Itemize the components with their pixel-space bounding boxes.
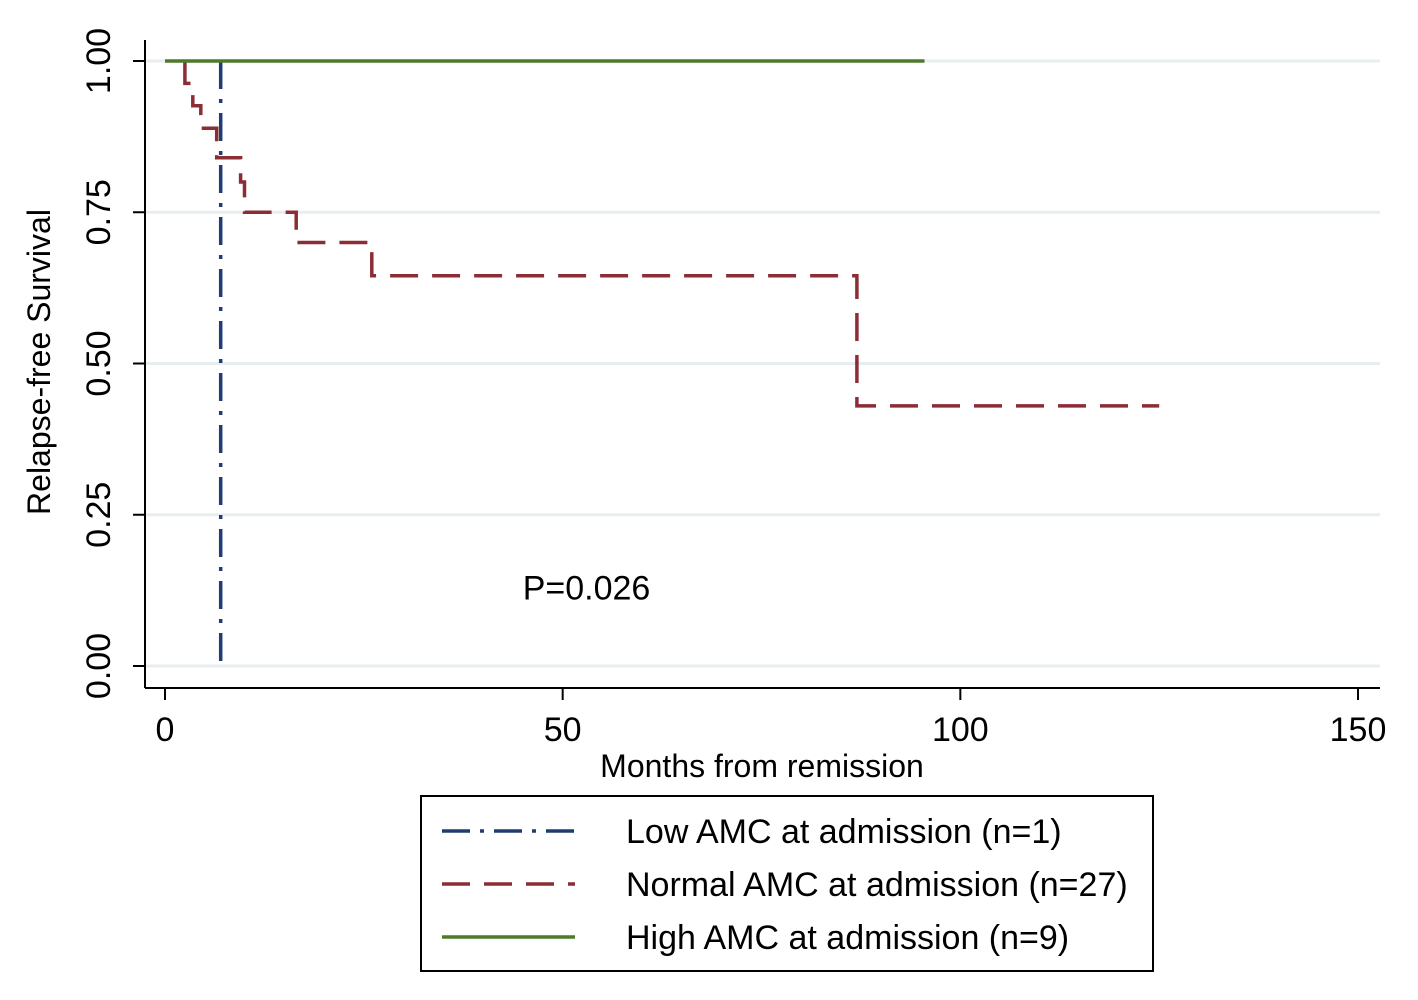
- series-lines: [165, 59, 1160, 666]
- grid-lines: [145, 59, 1380, 668]
- y-tick-label: 1.00: [80, 28, 118, 94]
- axes: 0.00 0.25 0.50 0.75 1.00 0 50 100 150: [80, 28, 1386, 749]
- y-tick-label: 0.50: [80, 330, 118, 396]
- legend-label-1: Low AMC at admission (n=1): [626, 813, 1062, 851]
- legend-box: [420, 795, 1154, 972]
- legend-items: Low AMC at admission (n=1) Normal AMC at …: [442, 813, 1128, 957]
- x-tick-label: 0: [156, 711, 175, 749]
- x-tick-label: 50: [544, 711, 582, 749]
- y-tick-label: 0.25: [80, 482, 118, 548]
- y-tick-label: 0.75: [80, 179, 118, 245]
- legend-label-3: High AMC at admission (n=9): [626, 919, 1069, 957]
- x-axis-label: Months from remission: [600, 748, 924, 784]
- p-value-annotation: P=0.026: [523, 569, 651, 607]
- y-tick-label: 0.00: [80, 633, 118, 699]
- y-axis-label: Relapse-free Survival: [21, 209, 57, 515]
- legend-label-2: Normal AMC at admission (n=27): [626, 866, 1128, 904]
- legend: Low AMC at admission (n=1) Normal AMC at …: [420, 795, 1154, 972]
- series-line-2: [183, 61, 1160, 408]
- x-tick-label: 150: [1330, 711, 1387, 749]
- x-tick-label: 100: [932, 711, 989, 749]
